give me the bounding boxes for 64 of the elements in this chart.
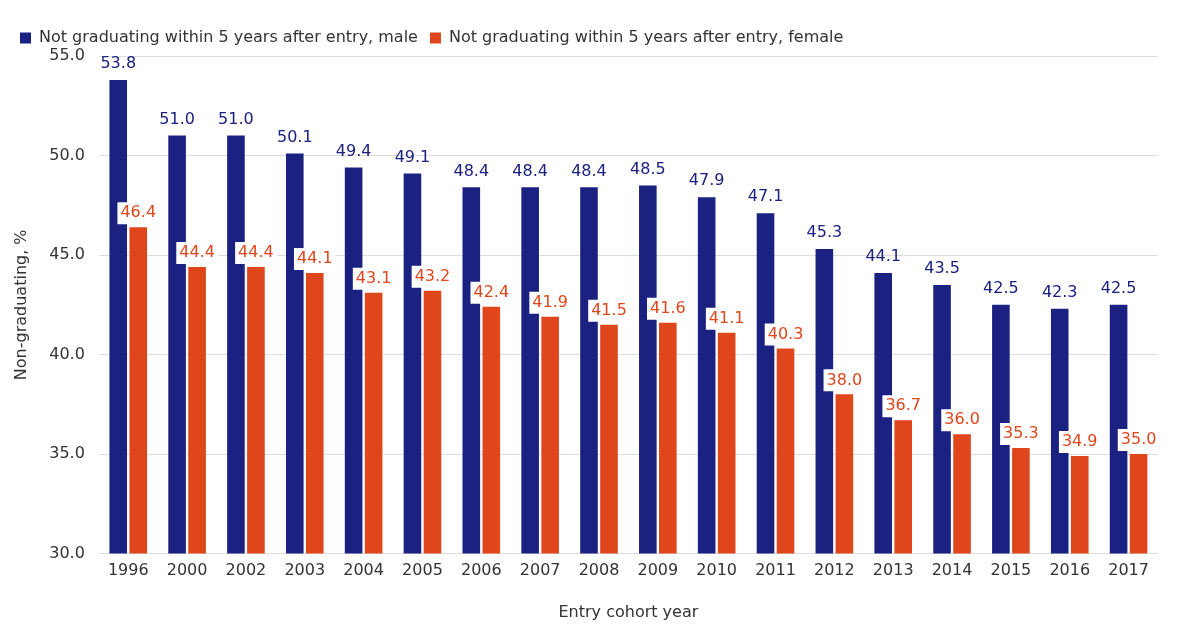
- data-label: 41.9: [532, 291, 568, 311]
- x-tick-label: 2002: [225, 560, 267, 580]
- x-tick-label: 2010: [696, 560, 738, 580]
- x-tick-label: 2014: [931, 560, 973, 580]
- y-tick-label: 40.0: [49, 343, 85, 363]
- data-label: 43.2: [414, 266, 451, 286]
- data-label: 36.0: [944, 409, 980, 429]
- legend-label: Not graduating within 5 years after entry, female: [448, 27, 844, 47]
- data-label: 47.9: [688, 170, 725, 190]
- data-label: 36.7: [885, 395, 922, 415]
- y-axis-title: Non-graduating, %: [10, 229, 30, 381]
- data-label: 42.4: [473, 281, 510, 301]
- data-label: 51.0: [159, 108, 195, 128]
- x-tick-label: 2009: [637, 560, 679, 580]
- x-tick-label: 1996: [107, 560, 149, 580]
- x-axis-title: Entry cohort year: [558, 601, 699, 621]
- x-tick-label: 2006: [460, 560, 502, 580]
- data-label: 45.3: [806, 222, 843, 242]
- data-label: 34.9: [1061, 431, 1098, 451]
- data-label: 43.1: [355, 268, 392, 288]
- data-label: 49.1: [394, 146, 431, 166]
- data-label: 48.4: [512, 160, 548, 180]
- y-tick-label: 55.0: [49, 45, 85, 65]
- data-label: 41.1: [708, 307, 745, 327]
- data-label: 44.1: [865, 246, 902, 266]
- x-tick-label: 2017: [1108, 560, 1149, 580]
- x-tick-label: 2000: [166, 560, 208, 580]
- data-label: 44.4: [179, 242, 215, 262]
- x-tick-label: 2016: [1049, 560, 1091, 580]
- data-label: 50.1: [276, 126, 313, 146]
- data-label: 43.5: [924, 258, 960, 278]
- y-tick-label: 45.0: [49, 244, 85, 264]
- x-tick-label: 2008: [578, 560, 620, 580]
- x-tick-label: 2013: [872, 560, 914, 580]
- x-tick-label: 2007: [519, 560, 561, 580]
- data-label: 38.0: [826, 369, 863, 389]
- data-label: 42.5: [983, 277, 1019, 297]
- data-label: 48.4: [571, 160, 607, 180]
- data-label: 48.5: [630, 158, 666, 178]
- data-label: 41.5: [591, 299, 627, 319]
- y-tick-label: 50.0: [49, 144, 85, 164]
- y-tick-label: 35.0: [49, 443, 85, 463]
- data-label: 46.4: [120, 202, 157, 222]
- data-label: 49.4: [335, 140, 372, 160]
- data-label: 51.0: [218, 108, 254, 128]
- data-label: 42.3: [1041, 281, 1078, 301]
- x-tick-label: 2004: [343, 560, 384, 580]
- data-label: 41.6: [650, 297, 686, 317]
- data-label: 44.4: [238, 242, 274, 262]
- data-label: 48.4: [453, 160, 490, 180]
- x-tick-label: 2011: [755, 560, 796, 580]
- data-label: 42.5: [1100, 277, 1137, 297]
- y-tick-label: 30.0: [49, 542, 85, 562]
- data-label: 47.1: [747, 186, 784, 206]
- legend-label: Not graduating within 5 years after entry, male: [39, 27, 418, 47]
- x-tick-label: 2003: [284, 560, 326, 580]
- data-label: 53.8: [100, 53, 137, 73]
- data-label: 44.1: [296, 248, 333, 268]
- data-label: 35.0: [1120, 429, 1157, 449]
- x-tick-label: 2015: [990, 560, 1032, 580]
- data-label: 40.3: [767, 323, 804, 343]
- x-tick-label: 2012: [814, 560, 855, 580]
- x-tick-label: 2005: [402, 560, 443, 580]
- data-label: 35.3: [1003, 423, 1039, 443]
